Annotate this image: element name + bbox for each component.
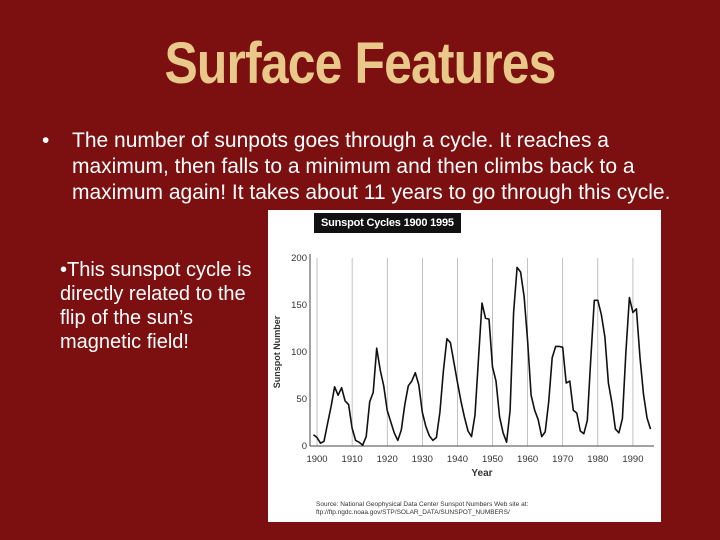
x-tick-label: 1900 [306, 454, 327, 465]
x-tick-label: 1930 [412, 454, 433, 465]
main-bullet: • The number of sunpots goes through a c… [42, 128, 692, 206]
y-axis-label: Sunspot Number [272, 315, 282, 388]
x-tick-label: 1970 [552, 454, 573, 465]
x-tick-label: 1960 [517, 454, 538, 465]
sunspot-chart-figure: Sunspot Cycles 1900 1995 1900 1910 1920 193… [268, 210, 661, 522]
bullet-icon: • [42, 129, 50, 152]
sub-bullet-text: •This sunspot cycle is directly related … [60, 259, 252, 353]
x-axis-label: Year [471, 468, 492, 479]
sunspot-chart: 1900 1910 1920 1930 1940 1950 1960 1970 1980 1990… [272, 253, 654, 479]
main-bullet-text: The number of sunpots goes through a cyc… [72, 129, 671, 204]
y-tick-label: 0 [302, 441, 307, 452]
slide-title: Surface Features [164, 31, 556, 96]
x-tick-label: 1920 [377, 454, 398, 465]
x-tick-label: 1990 [622, 454, 643, 465]
y-tick-label: 100 [291, 347, 307, 358]
x-tick-label: 1940 [447, 454, 468, 465]
y-tick-label: 200 [291, 253, 307, 264]
y-tick-label: 150 [291, 300, 307, 311]
sunspot-series-line [313, 266, 652, 446]
x-tick-label: 1910 [342, 454, 363, 465]
chart-source-note: Source: National Geophysical Data Center… [316, 501, 529, 516]
chart-title: Sunspot Cycles 1900 1995 [314, 213, 461, 233]
x-tick-label: 1980 [587, 454, 608, 465]
y-tick-label: 50 [296, 394, 307, 405]
x-tick-label: 1950 [482, 454, 503, 465]
